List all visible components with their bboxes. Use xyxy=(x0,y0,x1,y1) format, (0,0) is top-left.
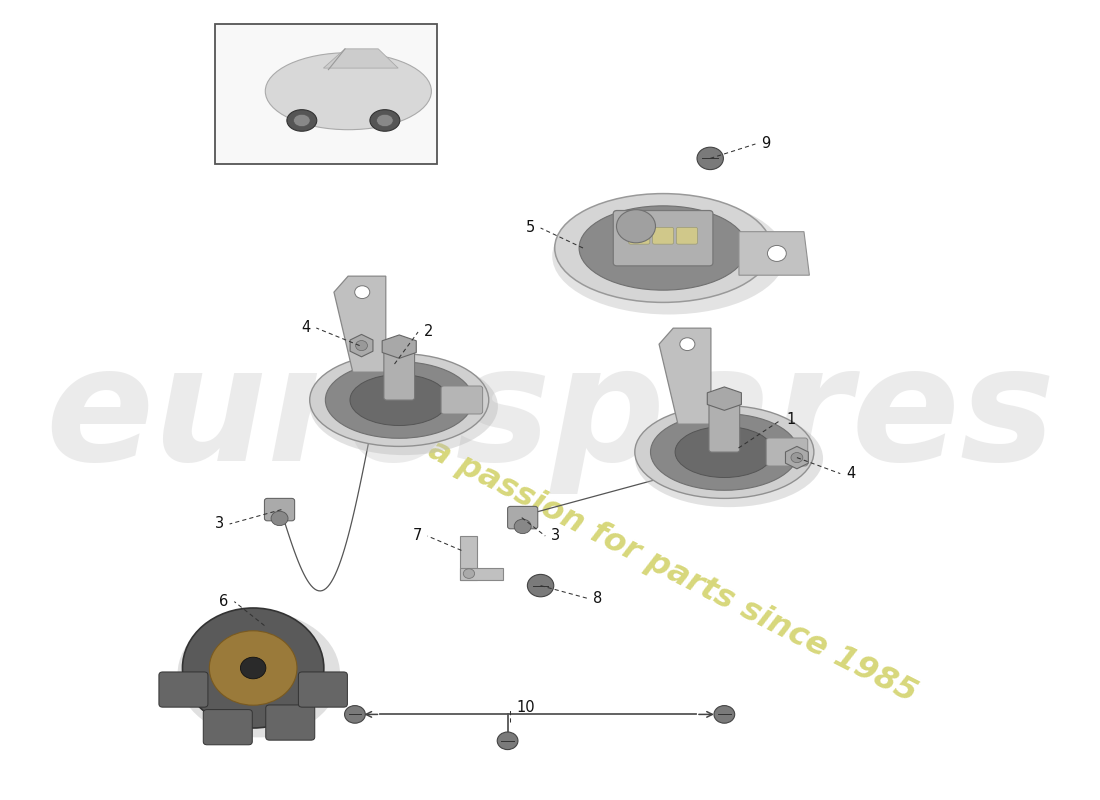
Ellipse shape xyxy=(265,53,431,130)
Circle shape xyxy=(344,706,365,723)
FancyBboxPatch shape xyxy=(264,498,295,521)
Polygon shape xyxy=(323,49,398,68)
Polygon shape xyxy=(739,232,810,275)
Ellipse shape xyxy=(635,406,814,498)
Text: a passion for parts since 1985: a passion for parts since 1985 xyxy=(424,434,922,710)
Circle shape xyxy=(209,630,297,706)
FancyBboxPatch shape xyxy=(384,344,415,400)
Ellipse shape xyxy=(552,198,785,314)
FancyBboxPatch shape xyxy=(441,386,483,414)
Polygon shape xyxy=(659,328,711,424)
Ellipse shape xyxy=(376,114,393,126)
Ellipse shape xyxy=(554,194,771,302)
Circle shape xyxy=(355,341,367,350)
Text: 6: 6 xyxy=(219,594,229,609)
FancyBboxPatch shape xyxy=(298,672,348,707)
Circle shape xyxy=(697,147,724,170)
Circle shape xyxy=(271,511,288,526)
Text: 8: 8 xyxy=(593,591,603,606)
Circle shape xyxy=(497,732,518,750)
Circle shape xyxy=(680,338,695,350)
Text: eurospares: eurospares xyxy=(45,338,1055,494)
Polygon shape xyxy=(350,334,373,357)
Text: 2: 2 xyxy=(424,325,433,339)
Circle shape xyxy=(514,519,531,534)
FancyBboxPatch shape xyxy=(158,672,208,707)
FancyBboxPatch shape xyxy=(204,710,252,745)
Polygon shape xyxy=(334,276,386,372)
Ellipse shape xyxy=(287,110,317,131)
FancyBboxPatch shape xyxy=(767,438,807,466)
Polygon shape xyxy=(707,387,741,410)
Text: 10: 10 xyxy=(516,701,535,715)
Ellipse shape xyxy=(579,206,747,290)
Circle shape xyxy=(463,569,474,578)
Text: 1: 1 xyxy=(786,413,795,427)
FancyBboxPatch shape xyxy=(652,227,673,244)
Text: 3: 3 xyxy=(551,529,560,543)
Ellipse shape xyxy=(370,110,399,131)
Ellipse shape xyxy=(177,611,340,738)
Circle shape xyxy=(714,706,735,723)
FancyBboxPatch shape xyxy=(461,568,503,580)
Ellipse shape xyxy=(675,426,773,478)
Circle shape xyxy=(768,246,786,262)
Ellipse shape xyxy=(635,410,823,507)
Text: 4: 4 xyxy=(846,466,855,481)
Ellipse shape xyxy=(294,114,310,126)
FancyBboxPatch shape xyxy=(629,227,650,244)
Circle shape xyxy=(791,453,803,462)
Text: 3: 3 xyxy=(214,517,224,531)
Ellipse shape xyxy=(650,414,799,490)
Circle shape xyxy=(527,574,553,597)
Text: 5: 5 xyxy=(526,221,535,235)
Polygon shape xyxy=(382,335,416,358)
Polygon shape xyxy=(785,446,808,469)
FancyBboxPatch shape xyxy=(676,227,697,244)
FancyBboxPatch shape xyxy=(507,506,538,529)
Ellipse shape xyxy=(310,358,498,455)
Circle shape xyxy=(241,658,266,678)
Text: 9: 9 xyxy=(761,137,770,151)
Ellipse shape xyxy=(310,354,488,446)
Ellipse shape xyxy=(326,362,473,438)
Text: 4: 4 xyxy=(301,321,310,335)
Ellipse shape xyxy=(350,374,449,426)
FancyBboxPatch shape xyxy=(461,536,477,580)
FancyBboxPatch shape xyxy=(614,210,713,266)
Circle shape xyxy=(616,210,656,242)
FancyBboxPatch shape xyxy=(216,24,437,164)
Text: 7: 7 xyxy=(412,529,421,543)
Circle shape xyxy=(183,608,323,728)
FancyBboxPatch shape xyxy=(710,396,739,452)
Circle shape xyxy=(354,286,370,298)
FancyBboxPatch shape xyxy=(266,705,315,740)
